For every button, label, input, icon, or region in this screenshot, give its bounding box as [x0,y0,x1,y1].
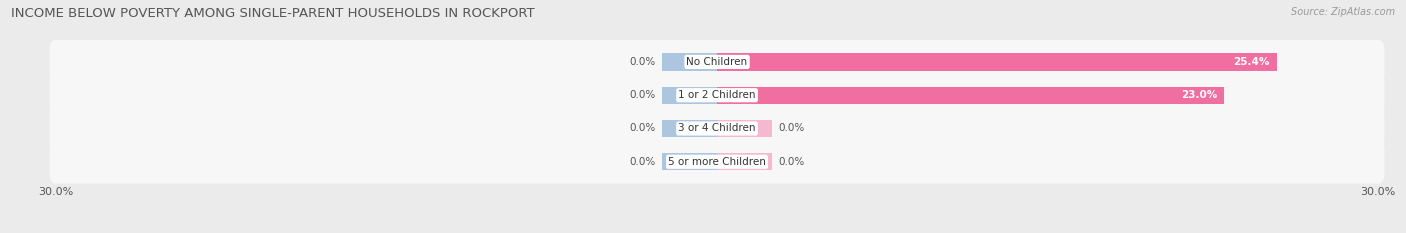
FancyBboxPatch shape [49,106,1385,151]
Text: 23.0%: 23.0% [1181,90,1218,100]
Bar [717,120,772,137]
Text: 0.0%: 0.0% [779,157,806,167]
Bar [717,153,772,170]
Text: 25.4%: 25.4% [1233,57,1270,67]
Text: 0.0%: 0.0% [779,123,806,134]
Bar [662,153,717,170]
Text: INCOME BELOW POVERTY AMONG SINGLE-PARENT HOUSEHOLDS IN ROCKPORT: INCOME BELOW POVERTY AMONG SINGLE-PARENT… [11,7,534,20]
Bar [717,53,1277,71]
Text: No Children: No Children [686,57,748,67]
Text: 0.0%: 0.0% [628,123,655,134]
Text: 1 or 2 Children: 1 or 2 Children [678,90,756,100]
FancyBboxPatch shape [49,40,1385,84]
Bar [662,120,717,137]
FancyBboxPatch shape [49,140,1385,184]
Legend: Single Father, Single Mother: Single Father, Single Mother [616,230,818,233]
Text: 0.0%: 0.0% [628,90,655,100]
Text: 3 or 4 Children: 3 or 4 Children [678,123,756,134]
Bar [662,87,717,104]
Bar [717,87,1223,104]
Text: 0.0%: 0.0% [628,57,655,67]
Text: 5 or more Children: 5 or more Children [668,157,766,167]
Text: 0.0%: 0.0% [628,157,655,167]
Text: Source: ZipAtlas.com: Source: ZipAtlas.com [1291,7,1395,17]
Bar [662,53,717,71]
FancyBboxPatch shape [49,73,1385,117]
